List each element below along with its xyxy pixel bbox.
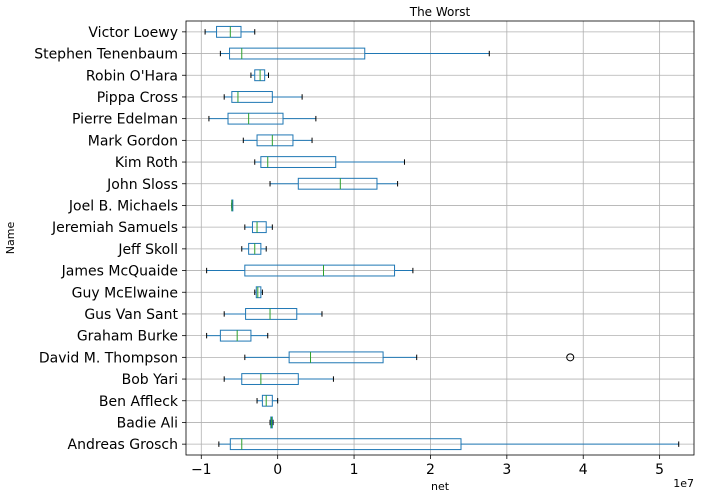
box-item xyxy=(254,286,263,299)
x-tick-label: 5 xyxy=(655,462,664,478)
box-item xyxy=(254,156,405,168)
box-body xyxy=(297,177,378,190)
y-tick-label: Pippa Cross xyxy=(97,90,178,106)
y-axis-ticks: Victor Loewy Stephen Tenenbaum Robin O'Har… xyxy=(34,25,186,453)
y-tick-label: Jeff Skoll xyxy=(117,242,178,258)
y-tick-label: Kim Roth xyxy=(115,155,178,171)
box-item xyxy=(219,47,490,60)
box-item xyxy=(223,91,303,103)
box-body xyxy=(261,394,273,407)
y-tick-label: Jeremiah Samuels xyxy=(51,220,178,236)
outlier-point xyxy=(566,353,575,362)
box-body xyxy=(229,47,366,60)
x-tick-label: −1 xyxy=(191,462,212,478)
box-body xyxy=(245,308,298,320)
box-item xyxy=(223,373,334,385)
y-tick-label: Ben Affleck xyxy=(99,394,179,410)
box-body xyxy=(231,91,273,103)
y-tick-label: David M. Thompson xyxy=(39,350,178,366)
box-item xyxy=(256,394,279,407)
box-item xyxy=(206,264,414,277)
box-item xyxy=(231,199,234,212)
box-body xyxy=(227,112,284,125)
box-item xyxy=(206,329,269,342)
y-tick-label: Robin O'Hara xyxy=(86,68,178,84)
y-tick-label: James McQuaide xyxy=(61,264,178,280)
box-item xyxy=(242,134,313,147)
y-tick-label: Pierre Edelman xyxy=(72,112,178,128)
y-tick-label: Victor Loewy xyxy=(88,25,178,41)
y-tick-label: Joel B. Michaels xyxy=(68,198,178,214)
y-tick-label: Guy McElwaine xyxy=(72,285,178,301)
plot-frame xyxy=(185,20,695,456)
box-body xyxy=(255,286,262,299)
chart-title: The Worst xyxy=(409,5,471,19)
y-tick-label: Bob Yari xyxy=(122,372,178,388)
x-tick-label: 4 xyxy=(579,462,588,478)
x-axis-offset-label: 1e7 xyxy=(673,477,694,490)
box-item xyxy=(241,242,267,255)
boxes xyxy=(204,25,680,451)
y-axis-label: Name xyxy=(4,222,17,255)
box-body xyxy=(216,25,242,38)
box-body xyxy=(229,438,462,451)
x-axis-ticks: −1 0 1 2 3 4 5 xyxy=(191,455,664,478)
x-tick-label: 0 xyxy=(273,462,282,478)
box-body xyxy=(244,264,396,277)
box-item xyxy=(204,25,256,38)
box-body xyxy=(241,373,299,385)
x-tick-label: 3 xyxy=(502,462,511,478)
x-axis-label: net xyxy=(431,480,450,493)
box-item xyxy=(218,438,680,451)
grid-lines xyxy=(186,21,694,455)
box-item xyxy=(223,308,323,320)
y-tick-label: Graham Burke xyxy=(77,329,178,345)
y-tick-label: Mark Gordon xyxy=(88,133,178,149)
x-tick-label: 2 xyxy=(426,462,435,478)
box-item xyxy=(208,112,317,125)
box-body xyxy=(251,221,267,234)
box-item xyxy=(269,177,399,190)
box-item xyxy=(244,351,575,364)
x-tick-label: 1 xyxy=(350,462,359,478)
y-tick-label: Badie Ali xyxy=(117,415,178,431)
box-body xyxy=(288,351,384,364)
y-tick-label: Andreas Grosch xyxy=(68,437,178,453)
box-body xyxy=(219,329,252,342)
box-item xyxy=(269,416,274,429)
y-tick-label: Gus Van Sant xyxy=(84,307,178,323)
box-item xyxy=(250,69,270,82)
box-body xyxy=(256,134,294,147)
y-tick-label: Stephen Tenenbaum xyxy=(34,47,178,63)
y-tick-label: John Sloss xyxy=(106,177,178,193)
box-item xyxy=(244,221,273,234)
box-body xyxy=(260,156,337,168)
